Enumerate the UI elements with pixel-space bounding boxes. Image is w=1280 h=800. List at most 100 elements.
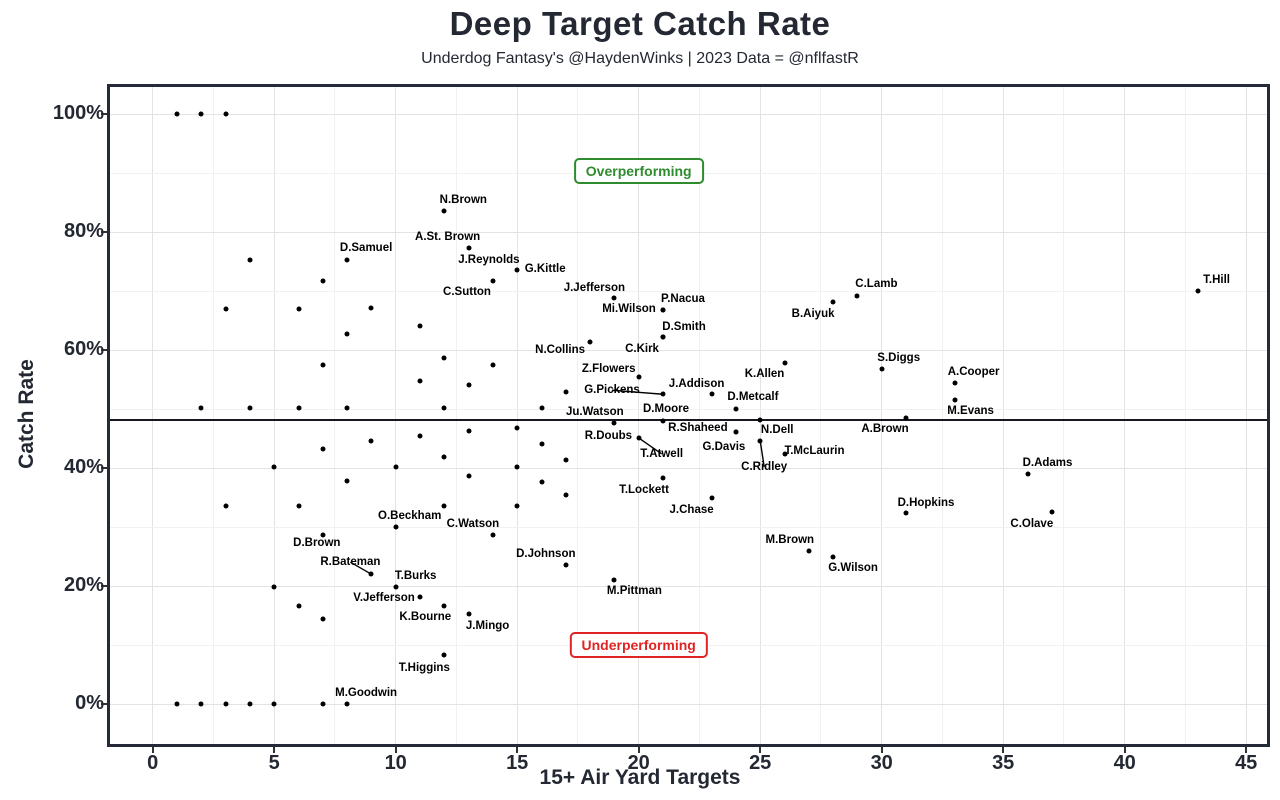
data-point-t-atwell [636,435,642,441]
plot-panel: N.Brown D.Samuel A.St. Brown J.Reynolds G.Ki… [110,87,1267,744]
y-axis-title: Catch Rate [15,359,38,469]
data-point-t-higgins [441,652,447,658]
leader-line [759,440,765,467]
y-tick-label: 60% [63,338,104,360]
data-point-v-jefferson [417,594,423,600]
data-point-t-hill [1195,288,1201,294]
data-point-d-brown [320,532,326,538]
player-label: T.Burks [394,570,437,583]
data-point [271,464,277,470]
data-point [514,425,520,431]
player-label: A.Brown [861,423,909,436]
x-tick-label: 10 [384,752,407,774]
underperforming-annotation: Underperforming [569,632,708,658]
x-tick-mark [759,747,762,753]
data-point [417,378,423,384]
data-point [296,405,301,411]
data-point-g-kittle [514,267,520,273]
player-label: O.Beckham [378,510,442,522]
data-point-t-burks [393,584,399,590]
gridline-x-major [516,87,518,744]
data-point [466,428,472,434]
data-point [198,701,204,707]
data-point [539,479,544,485]
player-label: N.Collins [535,343,586,356]
data-point-t-lockett [660,475,666,481]
data-point [320,362,326,368]
chart-subtitle: Underdog Fantasy's @HaydenWinks | 2023 D… [421,50,859,67]
data-point [223,111,229,117]
data-point-j-chase [709,495,715,501]
player-label: D.Hopkins [897,496,955,509]
player-label: D.Brown [293,537,341,550]
gridline-x-major [638,87,640,744]
player-label: D.Johnson [516,547,576,560]
data-point-s-diggs [879,366,885,372]
data-point [466,382,472,388]
player-label: J.Reynolds [458,253,520,266]
gridline-y-major [110,467,1267,469]
x-tick-label: 0 [147,752,159,774]
data-point [271,584,277,590]
data-point [441,503,447,509]
y-tick-mark [101,467,107,469]
leader-line [350,561,372,575]
x-tick-mark [1002,747,1005,753]
data-point [320,278,326,284]
gridline-x-minor [212,87,214,744]
data-point-m-brown [806,548,812,554]
player-label: C.Watson [446,518,500,531]
player-label: A.St. Brown [415,230,481,243]
data-point [223,503,229,509]
data-point [441,405,447,411]
player-label: Mi.Wilson [602,302,656,315]
data-point [174,111,180,117]
x-tick-mark [516,747,519,753]
data-point [296,306,301,312]
player-label: B.Aiyuk [791,308,835,321]
gridline-y-major [110,585,1267,587]
data-point [320,446,326,452]
x-tick-label: 15 [506,752,529,774]
data-point-c-lamb [854,293,860,299]
player-label: N.Dell [760,424,794,437]
player-label: M.Goodwin [335,687,398,699]
player-label: R.Shaheed [668,422,728,434]
data-point-g-pickens [660,391,666,397]
player-label: C.Kirk [625,343,659,356]
data-point-n-dell [757,417,763,423]
data-point-j-reynolds [490,278,496,284]
data-point-p-nacua [660,307,666,313]
y-tick-label: 20% [63,574,104,596]
data-point [393,464,399,470]
data-point [247,701,253,707]
data-point [344,478,350,484]
data-point [539,441,544,447]
data-point-n-brown [441,208,447,214]
player-label: D.Samuel [339,241,393,254]
player-label: R.Bateman [320,556,381,569]
x-tick-label: 40 [1113,752,1136,774]
data-point [198,111,204,117]
player-label: M.Evans [947,405,994,418]
data-point-d-metcalf [733,406,739,412]
leader-line [611,389,664,395]
gridline-x-major [152,87,154,744]
data-point [320,701,326,707]
data-point [344,405,350,411]
player-label: K.Allen [744,367,785,380]
player-label: C.Sutton [443,286,491,299]
data-point [344,331,350,337]
data-point-k-bourne [441,603,447,609]
player-label: N.Brown [439,194,487,207]
data-point-g-davis [733,429,739,435]
gridline-y-minor [110,526,1267,528]
data-point-d-johnson [563,562,569,568]
data-point-r-doubs [611,420,617,426]
gridline-x-minor [820,87,822,744]
gridline-x-minor [455,87,457,744]
data-point-m-evans [952,397,958,403]
player-label: J.Jefferson [563,282,626,295]
gridline-y-minor [110,290,1267,292]
